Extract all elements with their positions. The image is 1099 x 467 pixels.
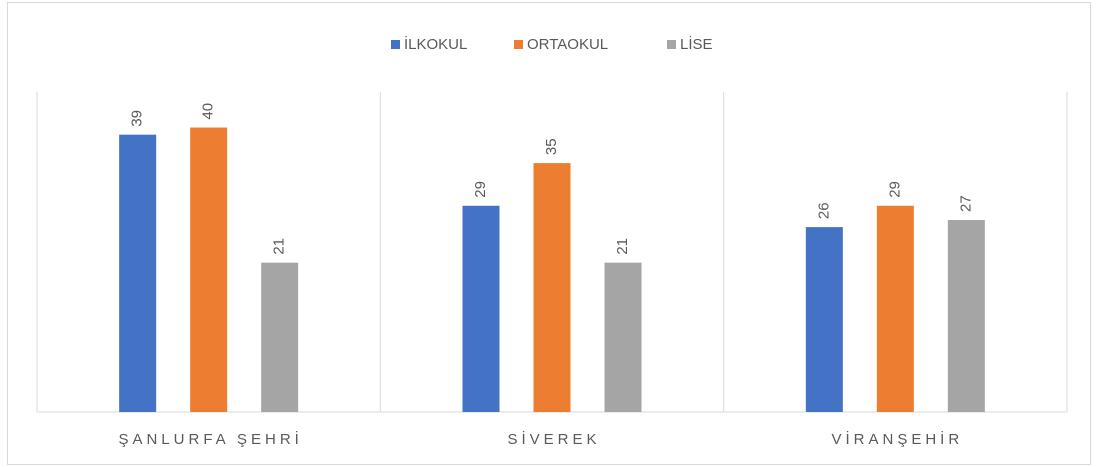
- legend-swatch: [391, 40, 400, 49]
- legend-label: ORTAOKUL: [527, 36, 608, 53]
- bar: [190, 127, 228, 413]
- value-label: 26: [815, 202, 832, 219]
- x-tick-label: ŞANLURFA ŞEHRİ: [118, 430, 302, 448]
- bar: [947, 220, 985, 412]
- bar: [261, 262, 299, 412]
- bar: [876, 205, 914, 412]
- x-tick-label: VİRANŞEHİR: [831, 430, 963, 448]
- x-tick-label: SİVEREK: [507, 430, 600, 448]
- bar: [119, 134, 157, 412]
- legend-swatch: [667, 40, 676, 49]
- bar: [604, 262, 642, 412]
- value-label: 35: [543, 138, 560, 155]
- legend-swatch: [514, 40, 523, 49]
- bar: [533, 163, 571, 412]
- value-label: 40: [200, 103, 217, 120]
- bar: [805, 227, 843, 412]
- value-label: 21: [614, 238, 631, 255]
- value-label: 39: [129, 110, 146, 127]
- value-label: 29: [472, 181, 489, 198]
- value-label: 29: [886, 181, 903, 198]
- legend-label: İLKOKUL: [404, 35, 467, 53]
- value-label: 21: [271, 238, 288, 255]
- legend-label: LİSE: [680, 35, 713, 53]
- value-label: 27: [957, 195, 974, 212]
- bar: [462, 205, 500, 412]
